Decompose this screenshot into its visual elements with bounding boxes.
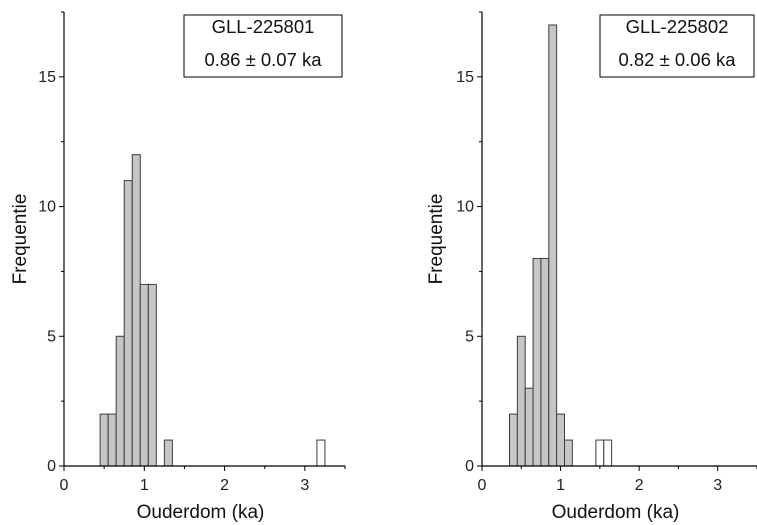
open-bar-2-1: [595, 439, 605, 467]
y-axis-title: Frequentie: [10, 194, 31, 285]
filled-bar-1-8: [163, 439, 173, 467]
x-axis-title: Ouderdom (ka): [552, 502, 680, 523]
x-tick-label: 2: [635, 477, 644, 494]
legend-box: [599, 14, 755, 78]
y-tick-label: 5: [465, 328, 474, 345]
y-tick-label: 10: [456, 199, 474, 216]
filled-bar-1-2: [107, 413, 117, 467]
x-tick-label: 1: [140, 477, 149, 494]
filled-bar-2-2: [516, 335, 526, 467]
filled-bar-1-6: [139, 283, 149, 467]
open-bar-1-1: [316, 439, 326, 467]
filled-bar-2-1: [509, 413, 518, 467]
filled-bar-2-8: [564, 439, 573, 467]
x-tick-label: 1: [556, 477, 565, 494]
y-tick-label: 0: [47, 458, 56, 475]
filled-bar-2-7: [556, 413, 566, 467]
filled-bar-2-4: [532, 257, 542, 467]
filled-bar-1-5: [131, 154, 141, 467]
filled-bar-2-3: [524, 387, 534, 467]
x-tick-label: 2: [220, 477, 229, 494]
filled-bar-1-3: [115, 335, 125, 467]
filled-bar-1-4: [123, 180, 133, 467]
filled-bar-2-6: [548, 24, 558, 467]
y-tick-label: 5: [47, 328, 56, 345]
y-tick-label: 0: [465, 458, 474, 475]
histogram-panel-2: 0 5 10 15 0 1 2 3 Ouderdom (ka) Frequentie GLL-225…: [426, 11, 757, 523]
legend-box: [183, 14, 343, 78]
legend-sample-id: GLL-225801: [212, 16, 315, 37]
x-tick-label: 0: [478, 477, 487, 494]
open-bar-2-2: [603, 439, 613, 467]
legend-sample-id: GLL-225802: [626, 16, 729, 37]
y-tick-label: 15: [456, 69, 474, 86]
filled-bar-1-7: [147, 283, 157, 467]
legend-age: 0.82 ± 0.06 ka: [618, 49, 736, 70]
filled-bar-1-1: [99, 413, 109, 467]
x-tick-label: 3: [300, 477, 309, 494]
y-tick-label: 15: [38, 69, 56, 86]
x-tick-label: 3: [713, 477, 722, 494]
y-axis-title: Frequentie: [426, 194, 447, 285]
x-axis-title: Ouderdom (ka): [137, 502, 265, 523]
legend-age: 0.86 ± 0.07 ka: [204, 49, 322, 70]
histogram-panel-1: 0 5 10 15 0 1 2 3 Ouderdom (ka) Frequentie GLL-225…: [10, 11, 346, 523]
filled-bar-2-5: [540, 257, 550, 467]
y-tick-label: 10: [38, 199, 56, 216]
x-tick-label: 0: [60, 477, 69, 494]
